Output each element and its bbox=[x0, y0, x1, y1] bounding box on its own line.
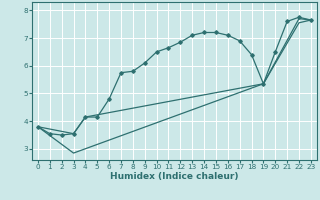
X-axis label: Humidex (Indice chaleur): Humidex (Indice chaleur) bbox=[110, 172, 239, 181]
